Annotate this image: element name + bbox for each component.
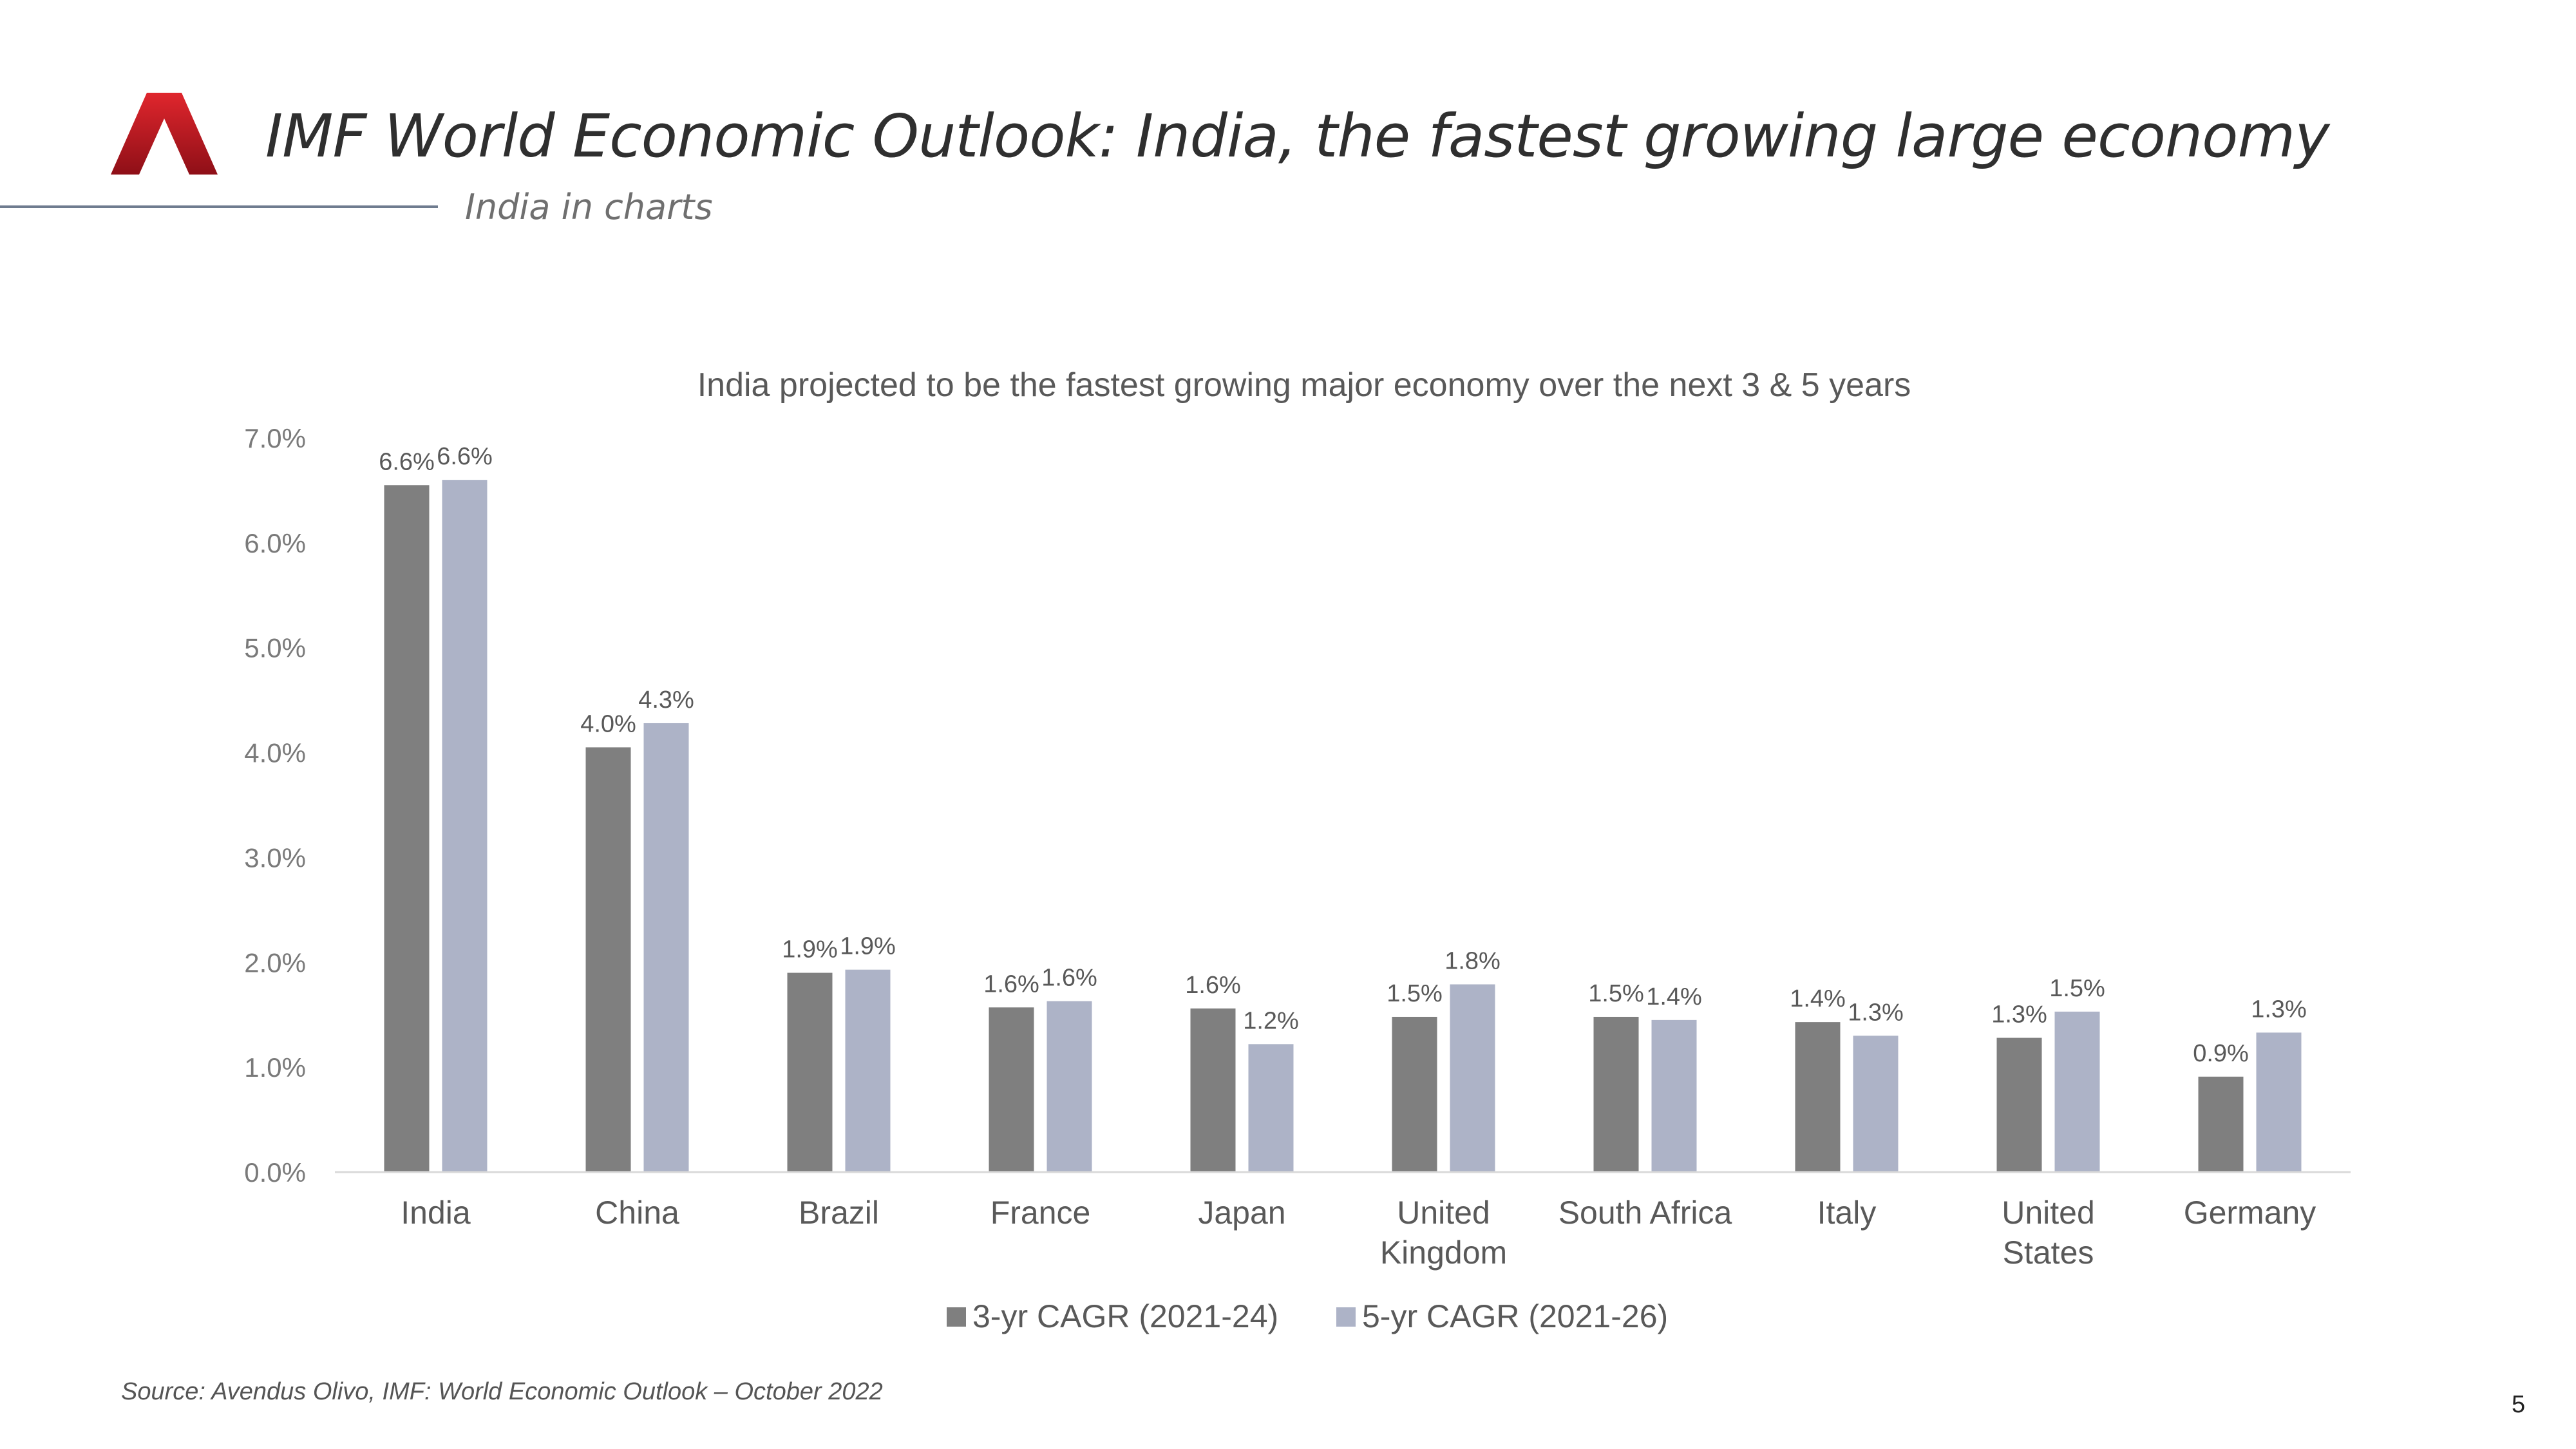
bar-3yr bbox=[1996, 1037, 2042, 1172]
y-tick-label: 0.0% bbox=[244, 1157, 306, 1188]
x-tick-label: United Kingdom bbox=[1380, 1195, 1507, 1271]
legend-swatch bbox=[1336, 1307, 1356, 1327]
source-note: Source: Avendus Olivo, IMF: World Econom… bbox=[121, 1378, 883, 1405]
data-label: 1.3% bbox=[2251, 996, 2307, 1023]
data-label: 1.6% bbox=[1041, 965, 1097, 992]
x-axis: India China Brazil France Japan United Kingdom… bbox=[401, 1195, 2316, 1271]
data-label: 0.9% bbox=[2193, 1040, 2249, 1067]
x-tick-label: Brazil bbox=[799, 1195, 879, 1231]
x-tick-label: United States bbox=[2002, 1195, 2095, 1271]
bar-3yr bbox=[384, 485, 430, 1173]
data-label: 1.5% bbox=[1387, 980, 1443, 1007]
bar-series bbox=[384, 480, 2302, 1173]
bar-3yr bbox=[2198, 1076, 2244, 1172]
bar-5yr bbox=[1450, 984, 1495, 1172]
legend-label: 3-yr CAGR (2021-24) bbox=[972, 1298, 1278, 1334]
data-label: 1.4% bbox=[1646, 983, 1702, 1010]
page-subtitle: India in charts bbox=[465, 187, 713, 227]
company-logo bbox=[111, 93, 218, 175]
bar-5yr bbox=[1853, 1036, 1899, 1172]
bar-5yr bbox=[643, 723, 689, 1172]
x-tick-label: India bbox=[401, 1195, 471, 1231]
chart-title: India projected to be the fastest growin… bbox=[697, 366, 1911, 404]
bar-3yr bbox=[585, 747, 631, 1172]
y-tick-label: 4.0% bbox=[244, 738, 306, 768]
data-label: 1.2% bbox=[1243, 1007, 1299, 1034]
data-label: 1.8% bbox=[1444, 947, 1501, 974]
logo-mark-icon bbox=[111, 93, 218, 175]
bar-3yr bbox=[1795, 1022, 1841, 1172]
page-title: IMF World Economic Outlook: India, the f… bbox=[265, 102, 2330, 171]
data-label: 1.5% bbox=[2049, 975, 2105, 1002]
data-label: 1.3% bbox=[1991, 1001, 2047, 1028]
data-label: 1.9% bbox=[840, 933, 896, 960]
y-tick-label: 2.0% bbox=[244, 947, 306, 978]
bar-5yr bbox=[845, 969, 891, 1172]
data-label: 4.3% bbox=[638, 687, 694, 714]
y-tick-label: 7.0% bbox=[244, 423, 306, 453]
bar-3yr bbox=[1190, 1008, 1236, 1172]
x-tick-label: China bbox=[595, 1195, 679, 1231]
x-tick-label: Japan bbox=[1198, 1195, 1285, 1231]
data-label: 6.6% bbox=[437, 443, 493, 470]
data-label: 1.6% bbox=[983, 971, 1039, 998]
data-label: 1.6% bbox=[1185, 972, 1241, 999]
header-divider bbox=[0, 205, 438, 208]
bar-5yr bbox=[2256, 1032, 2302, 1172]
y-tick-label: 6.0% bbox=[244, 528, 306, 558]
bar-5yr bbox=[1651, 1019, 1697, 1172]
x-tick-label: Italy bbox=[1817, 1195, 1877, 1231]
data-label: 6.6% bbox=[379, 448, 435, 475]
bar-5yr bbox=[442, 480, 488, 1173]
y-tick-label: 1.0% bbox=[244, 1052, 306, 1083]
bar-5yr bbox=[2054, 1011, 2100, 1172]
bar-5yr bbox=[1046, 1001, 1092, 1172]
x-tick-label: South Africa bbox=[1558, 1195, 1732, 1231]
data-labels: 6.6% 6.6%4.0%4.3%1.9% 1.9%1.6% 1.6% 1.6%1.2%… bbox=[379, 443, 2307, 1067]
bar-3yr bbox=[1392, 1016, 1437, 1172]
data-label: 1.4% bbox=[1790, 985, 1846, 1012]
data-label: 1.5% bbox=[1588, 980, 1644, 1007]
y-tick-label: 3.0% bbox=[244, 842, 306, 873]
page-number: 5 bbox=[2512, 1391, 2526, 1418]
x-tick-label: France bbox=[990, 1195, 1091, 1231]
chart-legend: 3-yr CAGR (2021-24) 5-yr CAGR (2021-26) bbox=[947, 1298, 1668, 1334]
x-tick-label: Germany bbox=[2184, 1195, 2316, 1231]
bar-3yr bbox=[787, 972, 833, 1172]
y-tick-label: 5.0% bbox=[244, 633, 306, 663]
data-label: 1.9% bbox=[782, 936, 838, 963]
y-axis: 0.0% 1.0% 2.0% 3.0% 4.0% 5.0% 6.0% 7.0% bbox=[244, 423, 306, 1188]
legend-label: 5-yr CAGR (2021-26) bbox=[1362, 1298, 1668, 1334]
legend-swatch bbox=[947, 1307, 966, 1327]
bar-3yr bbox=[989, 1007, 1034, 1172]
bar-5yr bbox=[1248, 1044, 1294, 1172]
data-label: 1.3% bbox=[1848, 999, 1904, 1026]
bar-3yr bbox=[1593, 1016, 1639, 1172]
data-label: 4.0% bbox=[580, 710, 636, 737]
